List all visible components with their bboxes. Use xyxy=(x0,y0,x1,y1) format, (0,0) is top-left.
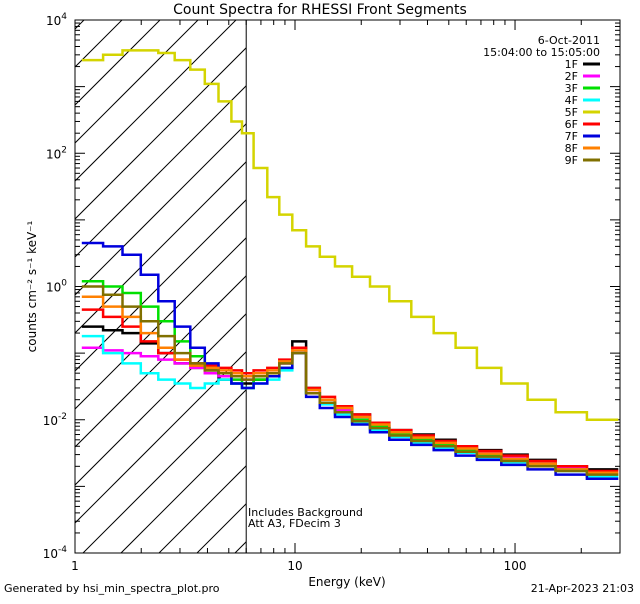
series-line-5F xyxy=(81,49,619,422)
legend-label-1F: 1F xyxy=(565,58,578,71)
legend-label-4F: 4F xyxy=(565,94,578,107)
y-tick-label: 10-4 xyxy=(43,545,68,561)
hatch-line xyxy=(75,20,237,182)
annotation-1: Att A3, FDecim 3 xyxy=(248,517,341,530)
y-tick-label: 102 xyxy=(46,145,67,161)
footer-generated-by: Generated by hsi_min_spectra_plot.pro xyxy=(4,582,220,595)
legend-date: 6-Oct-2011 xyxy=(538,34,600,47)
series-line-2F xyxy=(81,346,619,475)
hatch-line xyxy=(75,85,247,258)
legend-label-3F: 3F xyxy=(565,82,578,95)
x-axis-label: Energy (keV) xyxy=(308,575,385,589)
series-line-3F xyxy=(81,279,619,476)
hatch-line xyxy=(75,47,247,220)
legend-label-5F: 5F xyxy=(565,106,578,119)
y-tick-label: 100 xyxy=(46,279,67,295)
hatch-line xyxy=(82,389,247,553)
legend-time-range: 15:04:00 to 15:05:00 xyxy=(483,46,600,59)
series-line-6F xyxy=(81,308,619,473)
hatch-line xyxy=(75,313,247,486)
footer-timestamp: 21-Apr-2023 21:03 xyxy=(530,582,634,595)
series-group xyxy=(81,49,619,481)
legend-label-2F: 2F xyxy=(565,70,578,83)
chart-title: Count Spectra for RHESSI Front Segments xyxy=(173,2,467,18)
hatch-line xyxy=(75,275,247,448)
legend-label-9F: 9F xyxy=(565,154,578,167)
y-axis-label: counts cm⁻² s⁻¹ keV⁻¹ xyxy=(25,220,39,352)
legend-label-8F: 8F xyxy=(565,142,578,155)
hatch-line xyxy=(75,20,161,106)
hatch-line xyxy=(0,0,113,553)
y-tick-label: 10-2 xyxy=(43,412,67,428)
hatch-line xyxy=(75,237,247,410)
hatch-line xyxy=(75,351,247,524)
y-tick-label: 104 xyxy=(46,12,67,28)
x-tick-label: 100 xyxy=(504,559,527,573)
legend-label-6F: 6F xyxy=(565,118,578,131)
series-line-7F xyxy=(81,241,619,481)
hatch-line xyxy=(75,20,199,144)
series-line-8F xyxy=(81,295,619,475)
hatch-line xyxy=(75,123,247,296)
hatch-line xyxy=(120,427,247,553)
hatch-line xyxy=(75,20,123,68)
x-tick-label: 1 xyxy=(71,559,79,573)
legend-label-7F: 7F xyxy=(565,130,578,143)
hatch-line xyxy=(75,199,247,372)
series-line-9F xyxy=(81,285,619,476)
hatch-line xyxy=(75,161,247,334)
hatch-line xyxy=(615,0,640,553)
annotation-0: Includes Background xyxy=(248,506,363,519)
x-tick-label: 10 xyxy=(287,559,302,573)
